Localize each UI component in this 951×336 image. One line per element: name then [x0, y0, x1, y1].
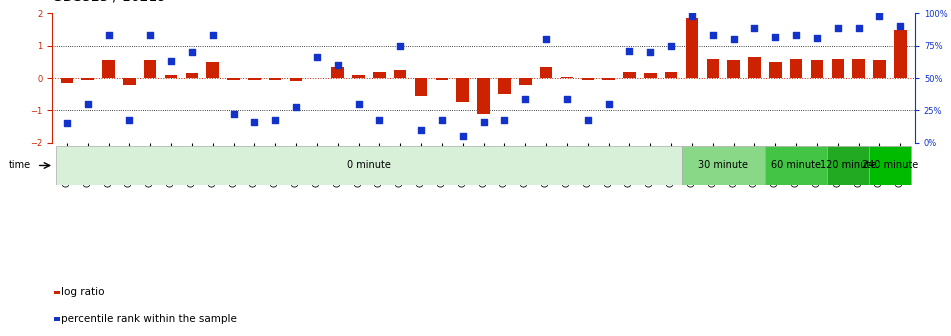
Bar	[332, 67, 344, 78]
Bar	[373, 72, 386, 78]
Text: log ratio: log ratio	[61, 288, 105, 297]
Point	[267, 117, 282, 122]
Point	[122, 117, 137, 122]
Point	[80, 101, 95, 107]
Point	[580, 117, 595, 122]
Bar	[831, 59, 844, 78]
Bar	[82, 78, 94, 80]
Point	[435, 117, 450, 122]
Point	[601, 101, 616, 107]
Point	[893, 24, 908, 29]
Point	[788, 33, 804, 38]
Bar	[748, 57, 761, 78]
Point	[685, 13, 700, 19]
Point	[517, 96, 533, 101]
Bar	[436, 78, 448, 80]
Bar	[352, 75, 365, 78]
Point	[726, 37, 741, 42]
Bar	[769, 62, 782, 78]
Text: 240 minute: 240 minute	[862, 161, 918, 170]
Bar	[123, 78, 136, 85]
Bar	[728, 60, 740, 78]
Point	[101, 33, 116, 38]
Bar	[248, 78, 261, 80]
Point	[164, 58, 179, 64]
Point	[496, 117, 512, 122]
Point	[247, 119, 262, 125]
Point	[538, 37, 553, 42]
Point	[205, 33, 221, 38]
Point	[59, 121, 74, 126]
Bar	[540, 67, 553, 78]
Point	[747, 25, 762, 30]
Bar	[56, 146, 682, 185]
Point	[143, 33, 158, 38]
Bar	[894, 30, 906, 78]
Bar	[869, 146, 911, 185]
Bar	[227, 78, 240, 80]
Bar	[456, 78, 469, 102]
Point	[184, 49, 200, 55]
Bar	[623, 72, 635, 78]
Point	[330, 62, 345, 68]
Point	[393, 43, 408, 48]
Text: 30 minute: 30 minute	[698, 161, 748, 170]
Bar	[682, 146, 765, 185]
Point	[622, 48, 637, 54]
Bar	[810, 60, 824, 78]
Point	[830, 25, 845, 30]
Point	[456, 134, 471, 139]
Point	[851, 25, 866, 30]
Point	[226, 112, 242, 117]
Point	[872, 13, 887, 19]
Point	[288, 104, 303, 109]
Bar	[852, 59, 864, 78]
Bar	[206, 62, 219, 78]
Bar	[581, 78, 594, 80]
Bar	[103, 60, 115, 78]
Bar	[665, 72, 677, 78]
Bar	[144, 60, 157, 78]
Bar	[519, 78, 532, 85]
Point	[767, 34, 783, 39]
Bar	[644, 73, 656, 78]
Point	[372, 117, 387, 122]
Point	[559, 96, 574, 101]
Point	[351, 101, 366, 107]
Point	[643, 49, 658, 55]
Bar	[290, 78, 302, 81]
Bar	[873, 60, 885, 78]
Bar	[185, 73, 198, 78]
Text: 120 minute: 120 minute	[820, 161, 876, 170]
Bar	[827, 146, 869, 185]
Point	[309, 55, 324, 60]
Point	[476, 119, 492, 125]
Bar	[498, 78, 511, 94]
Text: 0 minute: 0 minute	[347, 161, 391, 170]
Bar	[790, 59, 803, 78]
Point	[414, 127, 429, 133]
Bar	[394, 70, 406, 78]
Bar	[602, 78, 615, 80]
Bar	[561, 77, 573, 78]
Bar	[415, 78, 427, 96]
Point	[705, 33, 720, 38]
Bar	[269, 78, 281, 80]
Bar	[707, 59, 719, 78]
Bar	[165, 75, 177, 78]
Text: percentile rank within the sample: percentile rank within the sample	[61, 314, 237, 324]
Bar	[686, 18, 698, 78]
Bar	[477, 78, 490, 114]
Bar	[61, 78, 73, 83]
Text: GDS323 / 16219: GDS323 / 16219	[52, 0, 166, 3]
Point	[809, 35, 825, 41]
Bar	[765, 146, 827, 185]
Point	[664, 43, 679, 48]
Text: 60 minute: 60 minute	[771, 161, 821, 170]
Text: time: time	[9, 161, 30, 170]
